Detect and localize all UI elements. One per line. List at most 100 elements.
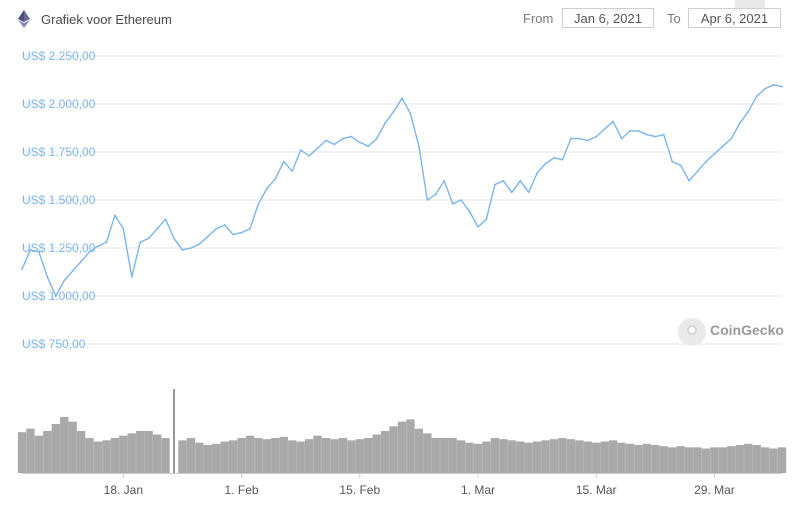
y-tick-label: US$ 1.500,00 <box>22 193 96 207</box>
volume-bar <box>516 441 525 473</box>
volume-bar <box>693 447 702 473</box>
volume-bar <box>355 439 364 473</box>
price-line[interactable] <box>21 84 783 297</box>
volume-bar <box>684 447 694 473</box>
price-point <box>282 160 285 163</box>
price-point <box>764 87 767 90</box>
price-point <box>139 241 142 244</box>
volume-bar <box>465 442 474 473</box>
price-point <box>713 153 716 155</box>
volume-bar <box>389 426 398 473</box>
price-point <box>409 112 412 115</box>
price-point <box>392 110 395 113</box>
volume-bar <box>431 438 440 473</box>
volume-bar <box>237 438 246 473</box>
y-axis-labels: US$ 750,00 US$ 1.000,00 US$ 1.250,00 US$ 1.… <box>22 49 96 351</box>
price-point <box>274 177 277 180</box>
price-point <box>189 247 192 249</box>
price-point <box>493 183 496 186</box>
price-point <box>249 227 251 230</box>
price-point <box>215 227 218 230</box>
price-point <box>553 156 555 159</box>
y-tick-label: US$ 2.250,00 <box>22 49 96 63</box>
volume-bar <box>634 445 643 473</box>
volume-bar <box>710 447 719 473</box>
volume-bar <box>119 435 128 473</box>
price-point <box>561 158 564 161</box>
price-point <box>240 231 243 234</box>
volume-bar <box>727 446 736 473</box>
volume-bar <box>397 421 407 473</box>
y-tick-label: US$ 1.750,00 <box>22 145 96 159</box>
price-point <box>333 143 336 146</box>
ethereum-icon <box>18 10 30 28</box>
volume-bar <box>777 447 787 473</box>
price-point <box>637 129 640 132</box>
volume-bar <box>296 441 305 473</box>
chart-title: Grafiek voor Ethereum <box>41 12 172 27</box>
volume-bar <box>110 438 120 473</box>
volume-bar <box>288 440 297 473</box>
price-point <box>485 218 488 221</box>
volume-bar <box>718 447 728 473</box>
volume-bar <box>212 443 221 473</box>
price-point <box>544 162 547 165</box>
price-point <box>384 122 387 125</box>
volume-bar <box>507 440 516 473</box>
volume-bar <box>668 447 677 473</box>
volume-bar <box>262 439 272 473</box>
y-tick-label: US$ 2.000,00 <box>22 97 96 111</box>
price-point <box>97 245 99 247</box>
volume-bar <box>254 438 263 473</box>
volume-bar <box>60 417 69 473</box>
volume-bar <box>600 441 609 473</box>
price-point <box>299 149 302 151</box>
x-tick-label: 29. Mar <box>694 483 735 497</box>
price-point <box>46 275 49 278</box>
volume-bar <box>752 445 761 473</box>
volume-bar <box>85 438 94 473</box>
volume-bar <box>228 440 238 473</box>
volume-bar <box>769 448 778 473</box>
volume-bar <box>195 442 204 473</box>
price-point <box>502 179 505 182</box>
volume-bar <box>364 438 373 473</box>
price-point <box>451 202 454 205</box>
price-point <box>595 135 598 138</box>
to-label: To <box>667 11 681 26</box>
from-date-input[interactable]: Jan 6, 2021 <box>562 8 654 28</box>
volume-bar <box>372 434 381 473</box>
price-point <box>122 227 125 230</box>
price-series <box>21 83 783 297</box>
volume-bar <box>524 442 533 473</box>
coingecko-watermark: CoinGecko <box>678 318 788 348</box>
price-point <box>603 128 606 130</box>
price-point <box>156 227 159 230</box>
volume-bar <box>17 432 27 473</box>
volume-bar <box>592 442 601 473</box>
volume-bar <box>245 435 255 473</box>
price-point <box>147 237 150 240</box>
price-point <box>612 120 615 123</box>
volume-bar <box>51 424 60 473</box>
price-point <box>341 137 344 140</box>
volume-bar <box>642 443 652 473</box>
volume-bar <box>380 431 390 473</box>
price-point <box>325 139 327 142</box>
price-point <box>316 147 319 150</box>
volume-bar <box>608 440 618 473</box>
price-point <box>130 275 133 278</box>
y-tick-label: US$ 1.250,00 <box>22 241 96 255</box>
price-point <box>645 133 648 136</box>
to-date-input[interactable]: Apr 6, 2021 <box>688 8 781 28</box>
volume-bar <box>102 440 111 473</box>
volume-bar <box>338 438 348 473</box>
volume-bar <box>659 446 668 473</box>
price-point <box>671 160 674 163</box>
price-point <box>265 187 268 190</box>
volume-bar <box>152 434 162 473</box>
volume-bar <box>313 435 322 473</box>
y-tick-label: US$ 750,00 <box>22 337 86 351</box>
volume-bar <box>651 445 660 473</box>
